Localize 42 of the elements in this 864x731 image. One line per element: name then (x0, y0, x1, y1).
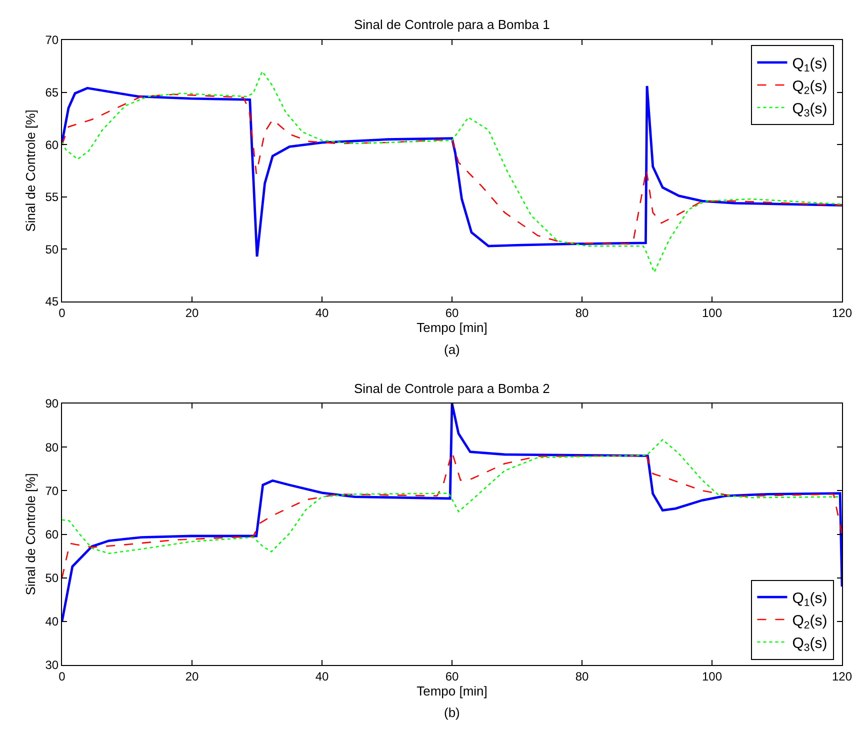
y-tick-label: 60 (45, 527, 59, 542)
x-tick-label: 20 (185, 669, 199, 684)
x-tick-label: 60 (445, 306, 459, 320)
x-tick-label: 0 (58, 306, 66, 320)
chart-title: Sinal de Controle para a Bomba 1 (354, 17, 550, 32)
y-tick-label: 30 (45, 658, 59, 672)
y-tick-label: 60 (45, 138, 59, 152)
x-tick-label: 20 (185, 306, 199, 320)
line-series (62, 439, 841, 554)
legend-label: Q$_{2}$(s) (792, 612, 828, 632)
y-tick-label: 40 (45, 614, 59, 629)
y-tick-label: 55 (45, 190, 59, 204)
y-tick-label: 70 (45, 484, 59, 498)
x-axis-title: Tempo [min] (416, 683, 488, 698)
x-tick-label: 80 (575, 306, 589, 320)
x-tick-label: 0 (58, 669, 66, 684)
x-tick-label: 40 (315, 306, 329, 320)
x-axis-title: Tempo [min] (416, 320, 488, 335)
chart-title: Sinal de Controle para a Bomba 2 (354, 381, 550, 396)
y-tick-label: 70 (45, 33, 59, 48)
y-tick-label: 50 (45, 242, 59, 256)
text: (b) (444, 705, 460, 720)
y-tick-label: 80 (45, 440, 59, 454)
x-tick-label: 100 (702, 306, 722, 320)
y-tick-label: 45 (45, 294, 59, 309)
y-tick-label: 90 (45, 396, 59, 411)
y-axis-title: Sinal de Controle [%] (23, 473, 38, 596)
legend-label: Q$_{1}$(s) (792, 55, 828, 74)
x-tick-label: 120 (832, 669, 852, 684)
y-tick-label: 50 (45, 571, 59, 586)
legend-label: Q$_{3}$(s) (792, 634, 828, 654)
x-tick-label: 40 (315, 669, 329, 684)
legend-label: Q$_{2}$(s) (792, 78, 828, 97)
text: (a) (444, 342, 460, 357)
x-tick-label: 80 (575, 669, 589, 684)
x-tick-label: 100 (702, 669, 722, 684)
legend-label: Q$_{3}$(s) (792, 100, 828, 120)
legend-label: Q$_{1}$(s) (792, 590, 828, 610)
y-tick-label: 65 (45, 86, 59, 100)
x-tick-label: 120 (832, 306, 852, 320)
y-axis-title: Sinal de Controle [%] (23, 110, 38, 232)
x-tick-label: 60 (445, 669, 459, 684)
